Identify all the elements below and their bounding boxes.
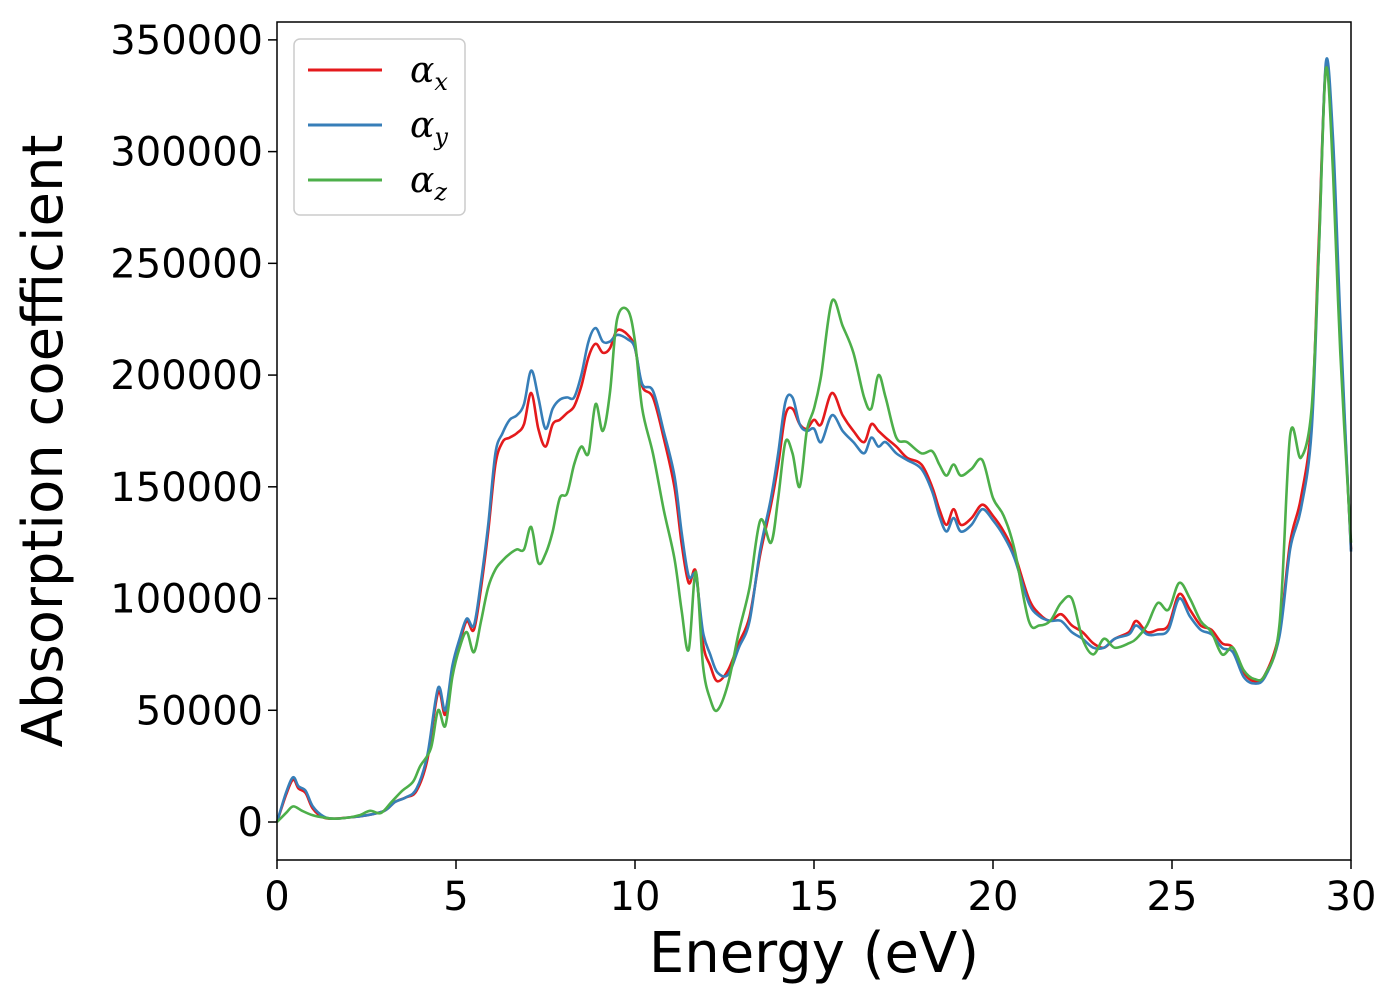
series-line-z <box>276 66 1353 823</box>
series-line-x <box>275 63 1353 823</box>
y-tick-label: 0 <box>238 800 263 846</box>
y-tick-label: 300000 <box>110 130 263 176</box>
y-tick-label: 50000 <box>136 688 263 734</box>
x-tick-label: 20 <box>968 874 1019 920</box>
x-tick-label: 5 <box>443 874 468 920</box>
series-line-y <box>275 57 1353 823</box>
x-tick-label: 10 <box>610 874 661 920</box>
y-tick-label: 350000 <box>110 18 263 64</box>
x-tick-label: 25 <box>1147 874 1198 920</box>
y-tick-label: 150000 <box>110 465 263 511</box>
legend-box <box>293 38 466 216</box>
series-layer <box>275 57 1353 823</box>
y-axis-title: Absorption coefficient <box>11 135 76 748</box>
x-tick-label: 0 <box>264 874 289 920</box>
x-tick-label: 15 <box>789 874 840 920</box>
y-tick-label: 250000 <box>110 241 263 287</box>
x-tick-label: 30 <box>1326 874 1377 920</box>
y-tick-label: 200000 <box>110 353 263 399</box>
x-axis-title: Energy (eV) <box>649 921 979 986</box>
x-axis-ticks: 0 5 10 15 20 25 30 <box>264 860 1376 920</box>
y-tick-label: 100000 <box>110 577 263 623</box>
y-axis-ticks: 0 50000 100000 150000 200000 250000 300000 3500… <box>110 18 277 846</box>
